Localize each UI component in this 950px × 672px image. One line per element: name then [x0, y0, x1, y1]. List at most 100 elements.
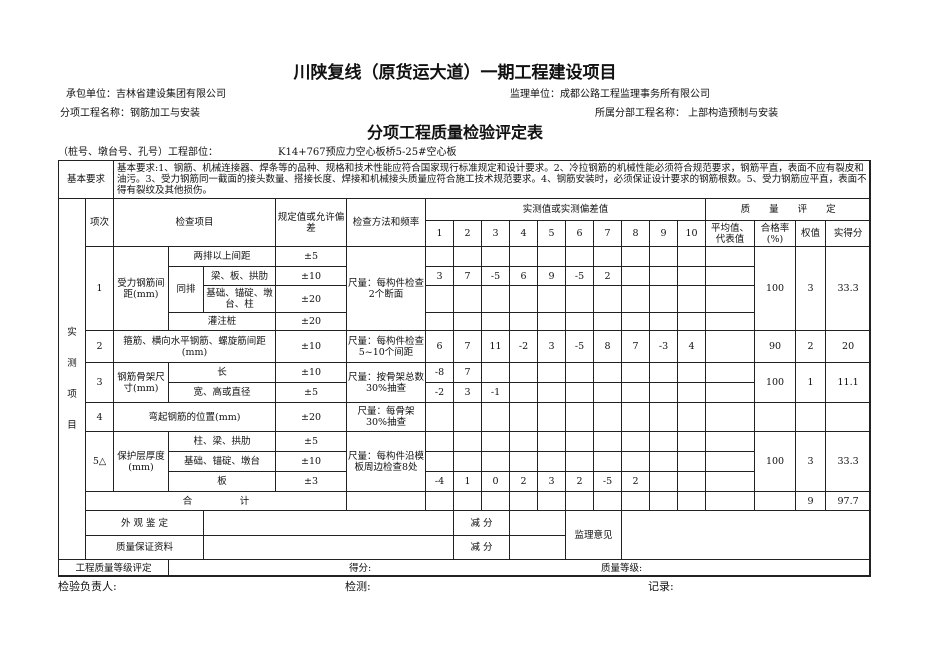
header-value-col: 3 — [481, 220, 511, 247]
header-item-no: 项次 — [84, 198, 115, 247]
measured-value — [621, 451, 651, 472]
item-name: 钢筋骨架尺寸(mm) — [113, 362, 170, 403]
measured-value: 11 — [481, 330, 511, 363]
measured-value: 2 — [565, 471, 595, 492]
inspection-table: 基本要求 基本要求:1、钢筋、机械连接器、焊条等的品种、规格和技术性能应符合国家现… — [57, 160, 872, 577]
pass-rate — [754, 491, 797, 511]
measured-value — [621, 246, 651, 267]
supervisor: 监理单位：成都公路工程监理事务所有限公司 — [510, 89, 710, 100]
item-name: 保护层厚度(mm) — [113, 431, 170, 492]
header-spec: 规定值或允许偏差 — [275, 198, 348, 247]
avg-value — [705, 246, 756, 267]
measured-value — [649, 491, 679, 511]
spec: ±10 — [275, 330, 348, 363]
measured-value — [649, 362, 679, 383]
method: 尺量：按骨架总数30%抽查 — [346, 362, 427, 403]
measured-value: 7 — [453, 362, 483, 383]
item-name: 箍筋、横向水平钢筋、螺旋筋间距(mm) — [113, 330, 277, 363]
table-row: 同排 梁、板、拱肋 ±10 3 7 -5 6 9 -5 2 — [59, 266, 871, 313]
item-no: 1 — [84, 246, 115, 331]
measured-value — [593, 451, 623, 472]
avg-value — [705, 312, 756, 331]
measured-value — [621, 285, 651, 313]
method: 尺量：每构件检查2个断面 — [346, 246, 427, 331]
sub-item-name: 柱、梁、拱肋 — [168, 431, 277, 452]
grade-eval-label: 工程质量等级评定 — [57, 559, 170, 577]
measured-value — [453, 312, 483, 331]
measured-value — [425, 402, 455, 432]
measured-value: -8 — [425, 362, 455, 383]
measured-value — [453, 451, 483, 472]
measured-value — [593, 362, 623, 383]
measured-value — [509, 451, 539, 472]
form-title: 分项工程质量检验评定表 — [366, 123, 543, 142]
avg-value — [705, 491, 756, 511]
table-row: 工程质量等级评定 得分: 质量等级: — [57, 559, 872, 577]
header-check-item: 检查项目 — [113, 198, 277, 247]
spec: ±5 — [275, 431, 348, 452]
measured-value — [649, 246, 679, 267]
table-row: 3 钢筋骨架尺寸(mm) 长 ±10 尺量：按骨架总数30%抽查 -8 7 100 1 11.1 — [59, 362, 872, 403]
measured-value — [425, 451, 455, 472]
spec: ±5 — [275, 246, 348, 267]
measured-value — [565, 285, 595, 313]
measured-items-label: 实测项目 — [58, 198, 86, 560]
contractor: 承包单位：吉林省建设集团有限公司 — [66, 89, 226, 100]
measured-value — [537, 312, 567, 331]
inspector-label: 检验负责人: — [58, 580, 117, 593]
measured-value — [677, 491, 707, 511]
quality-docs-label: 质量保证资料 — [84, 535, 205, 560]
measured-value — [481, 491, 511, 511]
spec: ±10 — [275, 362, 348, 383]
measured-value — [677, 431, 707, 452]
measured-value — [481, 246, 511, 267]
header-value-col: 4 — [509, 220, 539, 247]
measured-value — [677, 285, 707, 313]
header-score: 实得分 — [825, 220, 872, 247]
avg-value — [705, 382, 756, 403]
measured-value — [453, 431, 483, 452]
measured-value — [593, 312, 623, 331]
score — [825, 402, 872, 432]
measured-value: -5 — [565, 266, 595, 286]
header-value-col: 2 — [453, 220, 483, 247]
avg-value — [705, 330, 756, 363]
measured-value — [621, 382, 651, 403]
sub-item-name: 基础、锚碇、墩台 — [168, 451, 277, 472]
measured-value: 7 — [621, 330, 651, 363]
table-row: 4 弯起钢筋的位置(mm) ±20 尺量：每骨架30%抽查 — [59, 402, 872, 432]
spec: ±3 — [275, 471, 348, 492]
measured-value: 6 — [509, 266, 539, 286]
measured-value — [537, 246, 567, 267]
measured-value — [509, 285, 539, 313]
appearance-label: 外 观 鉴 定 — [84, 510, 205, 536]
measured-value: 2 — [621, 471, 651, 492]
sub-item-name: 宽、高或直径 — [168, 382, 277, 403]
measured-value — [537, 362, 567, 383]
measured-value: 8 — [593, 330, 623, 363]
measured-value — [565, 312, 595, 331]
measured-value: 3 — [453, 382, 483, 403]
measured-value — [677, 362, 707, 383]
measured-value — [509, 431, 539, 452]
avg-value — [705, 431, 756, 452]
avg-value — [705, 402, 756, 432]
measured-value — [537, 451, 567, 472]
measured-value — [593, 402, 623, 432]
measured-value — [537, 431, 567, 452]
header-evaluation: 质 量 评 定 — [705, 198, 872, 221]
measured-value — [565, 491, 595, 511]
sub-item-name: 梁、板、拱肋 — [203, 266, 277, 286]
measured-value: 2 — [593, 266, 623, 286]
basic-requirements-label: 基本要求 — [57, 160, 115, 199]
grade-eval-field: 得分: 质量等级: — [168, 559, 872, 577]
measured-value — [509, 362, 539, 383]
method: 尺量：每构件沿模板周边检查8处 — [346, 431, 427, 492]
avg-value — [705, 362, 756, 383]
measured-value — [481, 312, 511, 331]
measured-value — [425, 285, 455, 313]
measured-value — [509, 312, 539, 331]
grade-label: 质量等级: — [601, 563, 643, 574]
appearance-deduct-field — [509, 510, 567, 536]
total-weight: 9 — [795, 491, 827, 511]
